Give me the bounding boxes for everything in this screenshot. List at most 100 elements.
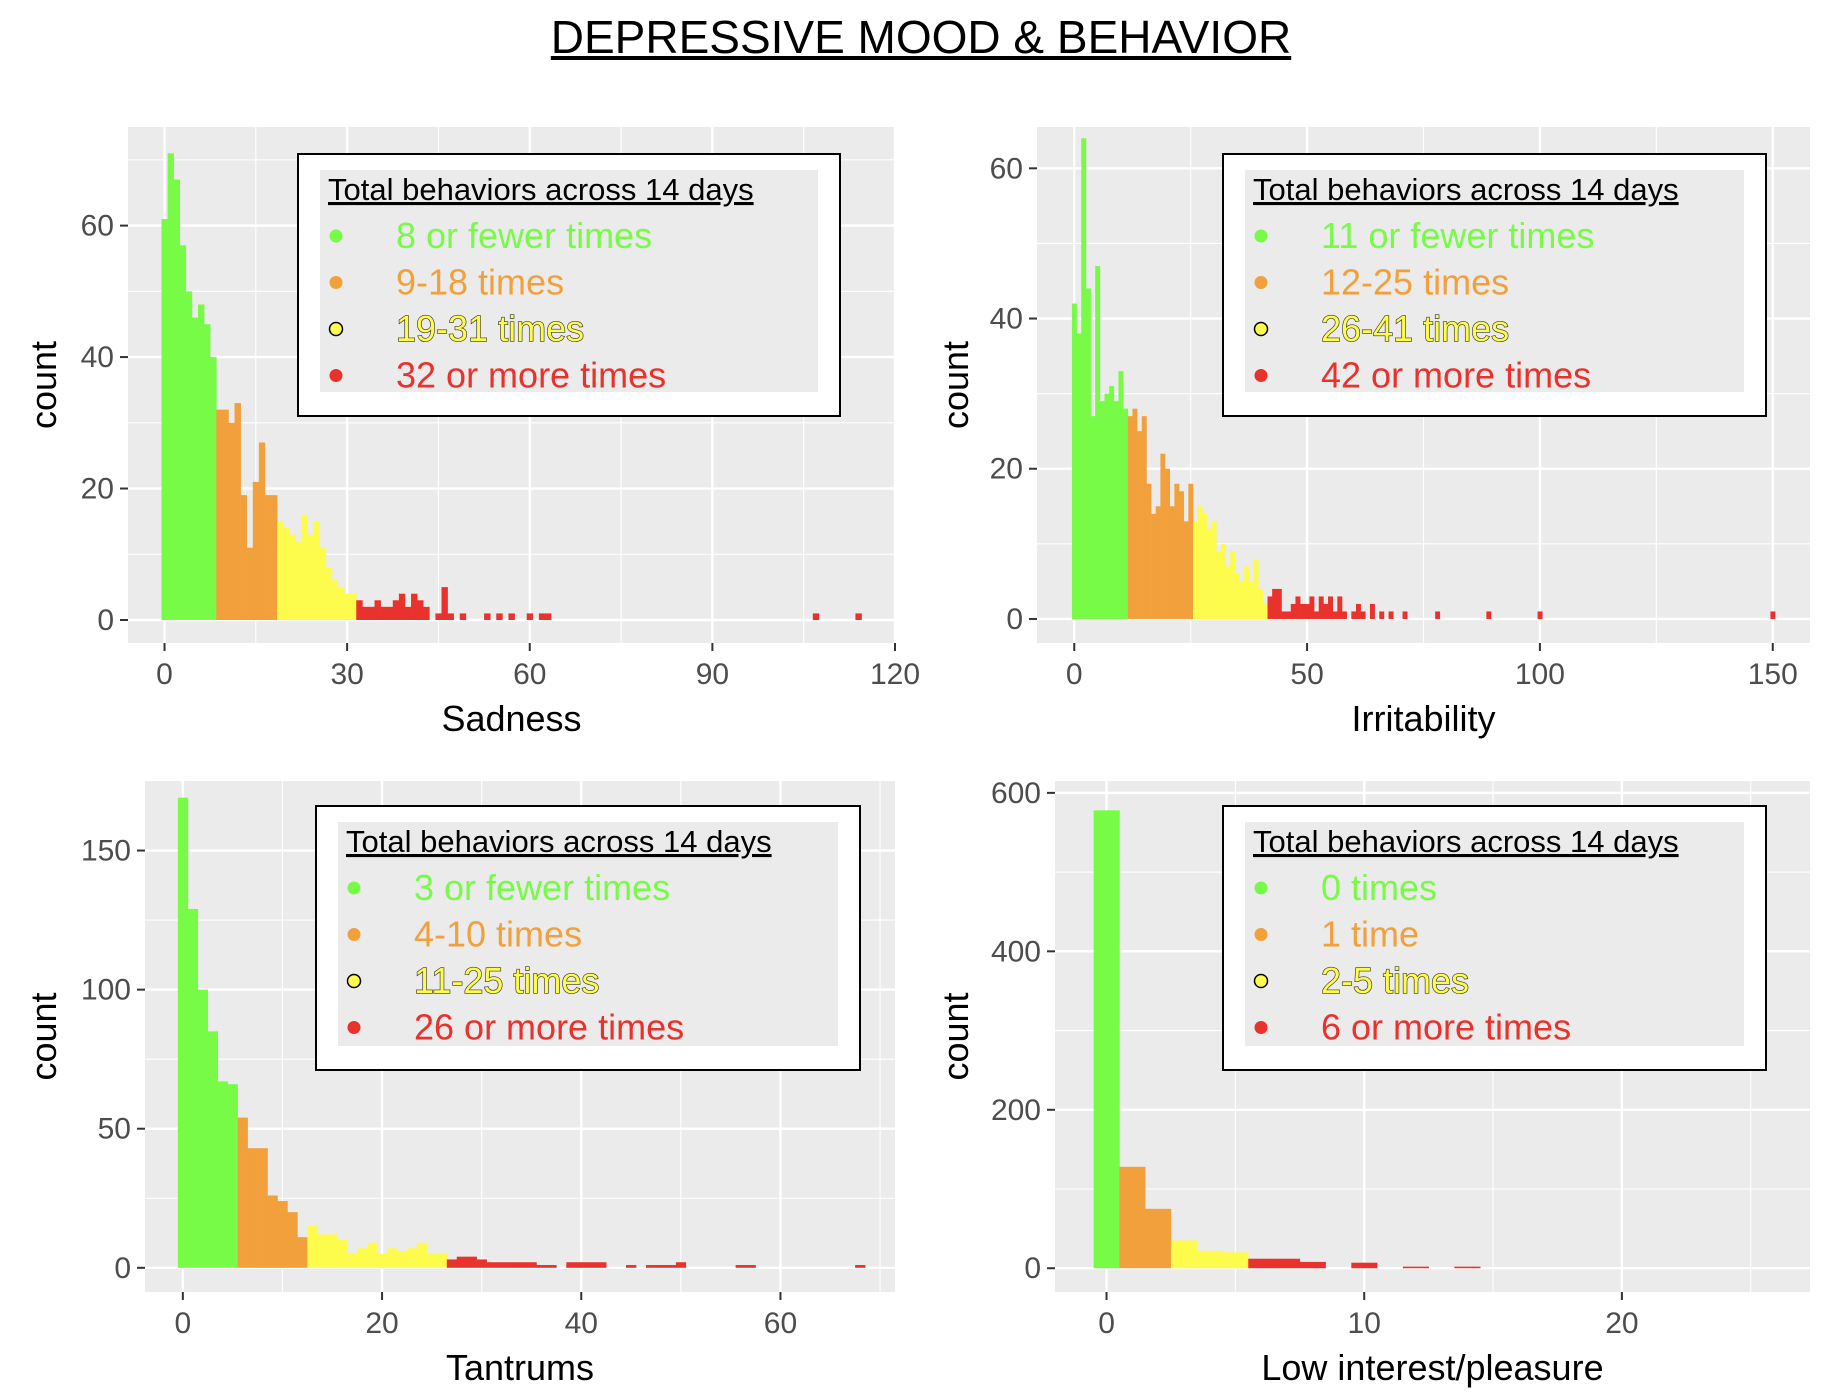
legend-red-dot-icon [347, 1021, 361, 1034]
histogram-bar [1151, 513, 1157, 619]
histogram-bar [1090, 416, 1096, 619]
histogram-bar [459, 613, 467, 620]
histogram-bar [1314, 611, 1320, 619]
legend-entry-label: 12-25 times [1321, 262, 1509, 303]
histogram-bar [1258, 588, 1264, 619]
histogram-bar [267, 1195, 278, 1268]
histogram-bar [1304, 603, 1310, 619]
histogram-bar [496, 613, 503, 620]
x-tick-label: 150 [1748, 658, 1798, 691]
histogram-bar [173, 179, 181, 620]
x-tick-label: 0 [156, 658, 173, 691]
histogram-bar [1141, 416, 1147, 619]
histogram-bar [216, 409, 223, 620]
histogram-bar [1379, 611, 1385, 619]
histogram-bar [191, 317, 199, 620]
histogram-bar [1332, 611, 1338, 619]
histogram-bar [1281, 611, 1287, 619]
legend-title: Total behaviors across 14 days [1253, 172, 1679, 207]
histogram-bar [417, 600, 424, 620]
histogram-bar [197, 989, 209, 1268]
histogram-bar [406, 1248, 418, 1268]
legend: Total behaviors across 14 days 3 or fewer… [315, 805, 861, 1071]
y-tick-label: 40 [990, 303, 1023, 336]
histogram-bar [476, 1259, 487, 1268]
histogram-bar [1071, 303, 1077, 619]
x-tick-label: 90 [696, 658, 729, 691]
legend-entry-label: 26 or more times [414, 1007, 684, 1048]
histogram-bar [317, 1234, 328, 1268]
histogram-bar [655, 1265, 667, 1268]
histogram-bar [356, 600, 363, 620]
histogram-bar [1337, 596, 1343, 619]
x-tick-label: 0 [175, 1307, 192, 1340]
legend-entry-label: 9-18 times [396, 262, 564, 303]
histogram-bar [1230, 551, 1236, 619]
histogram-bar [1119, 1166, 1146, 1269]
x-tick-label: 100 [1515, 658, 1565, 691]
histogram-bar [396, 1251, 408, 1268]
histogram-bar [1318, 596, 1324, 619]
histogram-bar [1248, 581, 1254, 619]
legend-green-dot-icon [329, 229, 343, 243]
legend-entry-label: 6 or more times [1321, 1007, 1571, 1048]
histogram-bar [1248, 1258, 1275, 1269]
x-tick-label: 60 [764, 1307, 797, 1340]
x-tick-label: 120 [870, 658, 920, 691]
legend: Total behaviors across 14 days 0 times 1 t… [1222, 805, 1767, 1071]
histogram-bar [374, 600, 381, 620]
histogram-bar [246, 547, 254, 620]
histogram-bar [1206, 528, 1212, 619]
histogram-bar [227, 1084, 238, 1268]
histogram-bar [387, 1248, 398, 1268]
histogram-bar [187, 908, 199, 1268]
x-axis-title: Low interest/pleasure [1261, 1347, 1603, 1388]
histogram-bar [204, 324, 211, 620]
histogram-bar [546, 1265, 557, 1268]
legend-green-dot-icon [1254, 881, 1268, 895]
x-axis-title: Tantrums [446, 1347, 594, 1388]
legend-green-dot-icon [1254, 229, 1268, 243]
histogram-bar [665, 1265, 677, 1268]
histogram-bar [626, 1265, 637, 1268]
histogram-bar [237, 1117, 248, 1268]
legend-green-dot-icon [347, 881, 361, 895]
legend-key-background [1245, 170, 1744, 392]
histogram-bar [411, 593, 418, 620]
histogram-bar [258, 442, 266, 620]
histogram-bar [576, 1262, 587, 1268]
y-tick-label: 0 [97, 604, 114, 637]
histogram-bar [1253, 558, 1259, 619]
histogram-bar [264, 495, 272, 620]
legend-red-dot-icon [1254, 369, 1268, 382]
legend-orange-dot-icon [1254, 276, 1268, 289]
chart-panel-3: 0 20 40 60 0 50 100 150 Tantrums count Total behav… [23, 781, 895, 1388]
x-tick-label: 60 [513, 658, 546, 691]
y-tick-label: 100 [81, 974, 131, 1007]
legend-red-dot-icon [329, 369, 343, 382]
legend-entry-label: 11 or fewer times [1321, 215, 1594, 256]
legend-orange-dot-icon [1254, 928, 1268, 941]
histogram-bar [252, 481, 260, 620]
histogram-bar [1137, 431, 1143, 619]
histogram-bar [1104, 393, 1110, 619]
histogram-bar [1081, 138, 1087, 619]
histogram-bar [1076, 333, 1082, 619]
legend-entry-label: 4-10 times [414, 914, 582, 955]
histogram-bar [435, 613, 442, 620]
histogram-bar [1290, 603, 1296, 619]
histogram-bar [1093, 810, 1120, 1269]
histogram-bar [1402, 611, 1408, 619]
histogram-bar [1132, 408, 1138, 619]
histogram-bar [566, 1262, 577, 1268]
y-tick-label: 60 [990, 152, 1023, 185]
legend-title: Total behaviors across 14 days [328, 172, 754, 207]
y-axis-title: count [935, 992, 976, 1080]
histogram-bar [257, 1148, 268, 1268]
histogram-bar [1454, 1266, 1481, 1269]
histogram-bar [526, 613, 534, 620]
x-axis-title: Sadness [441, 698, 581, 739]
histogram-bar [1197, 506, 1203, 619]
histogram-bar [1486, 611, 1492, 619]
legend-yellow-dot-icon [346, 973, 362, 989]
